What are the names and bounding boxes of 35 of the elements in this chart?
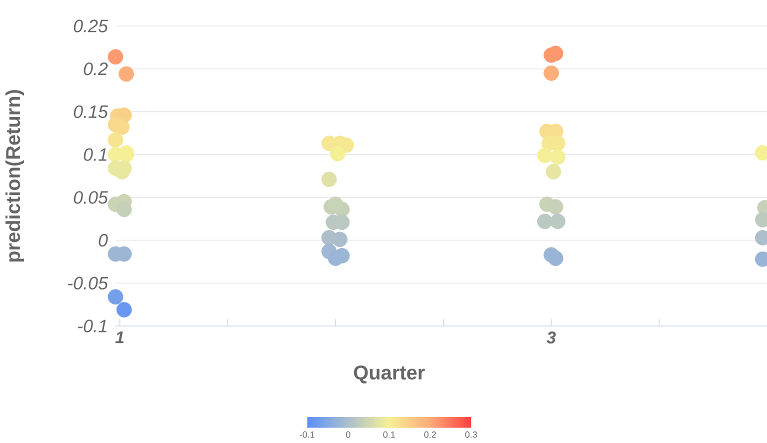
point (108, 132, 124, 148)
y-tick-label: -0.1 (78, 320, 106, 332)
point (118, 66, 134, 82)
color-bar-label: 0.3 (465, 431, 477, 438)
y-tick-label: -0.05 (68, 276, 108, 290)
point (332, 232, 348, 248)
point (548, 250, 564, 266)
point (116, 202, 132, 218)
point (321, 172, 337, 188)
color-bar-label: 0 (346, 431, 350, 438)
point (550, 149, 566, 165)
point (537, 214, 553, 230)
point (116, 302, 132, 318)
y-tick-label: 0.25 (74, 20, 108, 32)
point (108, 49, 124, 65)
y-tick-label: 0.1 (84, 148, 106, 161)
point (546, 164, 562, 180)
y-axis-title: prediction(Return) (5, 90, 24, 262)
point (548, 199, 564, 215)
x-tick-label: 1 (115, 332, 124, 344)
point (537, 148, 553, 164)
y-tick-label: 0.05 (74, 191, 108, 204)
y-tick-label: 0 (98, 234, 108, 247)
color-bar-label: 0.1 (383, 431, 395, 438)
y-tick-label: 0.15 (74, 105, 108, 118)
point (330, 146, 346, 162)
point (108, 289, 124, 305)
x-axis-title: Quarter (354, 366, 425, 384)
color-bar-label: 0.2 (424, 431, 436, 438)
point (550, 214, 566, 230)
x-tick-label: 3 (546, 332, 556, 344)
y-tick-label: 0.2 (84, 62, 108, 76)
point (544, 65, 559, 81)
color-bar-label: -0.1 (300, 431, 314, 438)
point (114, 119, 130, 135)
